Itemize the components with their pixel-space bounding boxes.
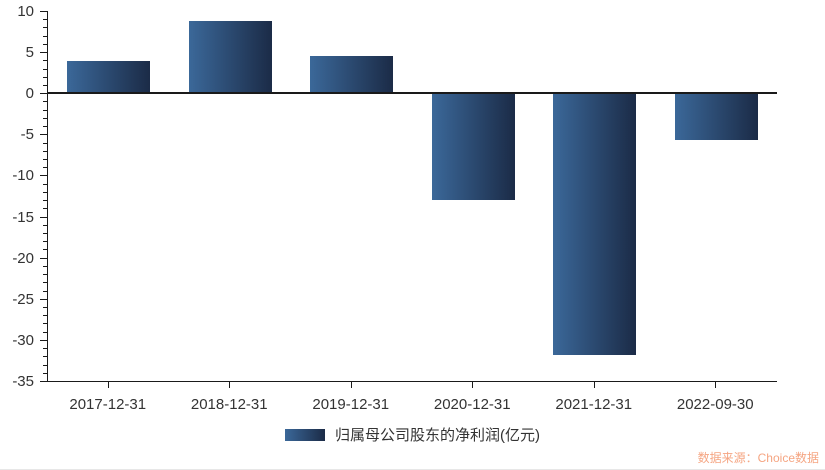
y-axis-major-tick [40, 175, 47, 177]
y-axis-minor-tick [43, 159, 47, 160]
y-axis-major-tick [40, 52, 47, 54]
y-axis-tick-label: -25 [12, 290, 34, 308]
y-axis-minor-tick [43, 265, 47, 267]
y-axis-minor-tick [43, 142, 47, 144]
legend: 归属母公司股东的净利润(亿元) [0, 424, 825, 445]
y-axis-major-tick [40, 381, 47, 382]
y-axis-tick-label: -30 [12, 331, 34, 349]
y-axis-minor-tick [43, 282, 47, 284]
zero-axis-line [48, 92, 777, 95]
y-axis-minor-tick [43, 200, 47, 202]
y-axis-minor-tick [43, 290, 47, 292]
y-axis-major-tick [40, 11, 47, 12]
y-axis-major-tick [40, 298, 47, 300]
y-axis-minor-tick [43, 150, 47, 152]
x-axis-tick-label: 2020-12-31 [433, 396, 511, 413]
y-axis-minor-tick [43, 233, 47, 234]
legend-label: 归属母公司股东的净利润(亿元) [335, 427, 540, 444]
y-axis-tick-label: 5 [25, 44, 34, 62]
x-axis-tick-label: 2022-09-30 [676, 396, 754, 413]
y-axis-minor-tick [43, 167, 47, 169]
y-axis-major-tick [40, 216, 47, 218]
y-axis-minor-tick [43, 323, 47, 325]
y-axis-tick-label: 0 [25, 85, 34, 103]
y-axis-major-tick [40, 93, 47, 95]
y-axis-minor-tick [43, 315, 47, 317]
y-axis-tick-label: -35 [12, 373, 34, 390]
y-axis-tick-label: -20 [12, 249, 34, 267]
bar[interactable] [431, 93, 515, 201]
y-axis-tick-label: -10 [12, 167, 34, 185]
y-axis-major-tick [40, 134, 47, 136]
y-axis-minor-tick [43, 68, 47, 70]
y-axis-minor-tick [43, 224, 47, 226]
y-axis-minor-tick [43, 101, 47, 103]
y-axis-minor-tick [43, 60, 47, 62]
x-axis-tick [107, 382, 109, 388]
y-axis-minor-tick [43, 117, 47, 119]
y-axis-minor-tick [43, 27, 47, 29]
x-axis-tick-label: 2017-12-31 [69, 396, 147, 413]
y-axis-minor-tick [43, 372, 47, 374]
y-axis-minor-tick [43, 35, 47, 37]
y-axis-minor-tick [43, 364, 47, 366]
x-axis-tick [472, 382, 474, 388]
bar[interactable] [674, 93, 758, 141]
y-axis-minor-tick [43, 208, 47, 210]
y-axis-tick-label: -5 [20, 126, 34, 144]
y-axis-minor-tick [43, 109, 47, 111]
x-axis-tick [715, 382, 717, 388]
y-axis-major-tick [40, 257, 47, 259]
y-axis-minor-tick [43, 348, 47, 350]
y-axis-minor-tick [43, 19, 47, 21]
bar[interactable] [67, 61, 151, 94]
legend-swatch-icon [285, 428, 325, 441]
y-axis-minor-tick [43, 331, 47, 333]
y-axis-minor-tick [43, 274, 47, 276]
y-axis-minor-tick [43, 356, 47, 358]
y-axis-minor-tick [43, 85, 47, 86]
y-axis-minor-tick [43, 249, 47, 251]
y-axis-minor-tick [43, 307, 47, 308]
data-source-label: 数据来源：Choice数据 [697, 451, 819, 465]
y-axis-minor-tick [43, 191, 47, 193]
plot-area [47, 11, 777, 382]
x-axis-tick-label: 2019-12-31 [312, 396, 390, 413]
x-axis-tick [229, 382, 231, 388]
x-axis-tick [350, 382, 352, 388]
x-axis-tick [593, 382, 595, 388]
y-axis-minor-tick [43, 76, 47, 78]
y-axis-minor-tick [43, 241, 47, 243]
y-axis-tick-label: -15 [12, 208, 34, 226]
bar[interactable] [310, 56, 394, 94]
y-axis-minor-tick [43, 126, 47, 128]
x-axis-tick-label: 2021-12-31 [555, 396, 633, 413]
bar[interactable] [553, 93, 637, 355]
y-axis-major-tick [40, 339, 47, 341]
y-axis-minor-tick [43, 43, 47, 45]
x-axis-tick-label: 2018-12-31 [190, 396, 268, 413]
y-axis-tick-label: 10 [17, 3, 34, 20]
bar[interactable] [188, 20, 272, 94]
y-axis-minor-tick [43, 183, 47, 185]
